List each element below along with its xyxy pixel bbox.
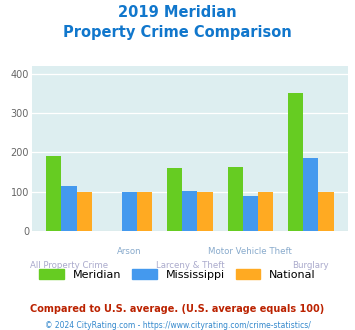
Bar	[197, 192, 213, 231]
Bar	[258, 192, 273, 231]
Text: Motor Vehicle Theft: Motor Vehicle Theft	[208, 248, 292, 256]
Bar	[318, 192, 334, 231]
Bar	[122, 192, 137, 231]
Bar	[137, 192, 152, 231]
Text: 2019 Meridian: 2019 Meridian	[118, 5, 237, 20]
Bar	[46, 156, 61, 231]
Text: Compared to U.S. average. (U.S. average equals 100): Compared to U.S. average. (U.S. average …	[31, 304, 324, 314]
Bar	[303, 158, 318, 231]
Bar	[182, 191, 197, 231]
Bar	[228, 167, 243, 231]
Text: Arson: Arson	[117, 248, 142, 256]
Legend: Meridian, Mississippi, National: Meridian, Mississippi, National	[39, 269, 316, 280]
Text: © 2024 CityRating.com - https://www.cityrating.com/crime-statistics/: © 2024 CityRating.com - https://www.city…	[45, 321, 310, 330]
Bar	[167, 168, 182, 231]
Bar	[77, 192, 92, 231]
Bar	[288, 93, 303, 231]
Text: All Property Crime: All Property Crime	[30, 261, 108, 270]
Bar	[243, 196, 258, 231]
Text: Burglary: Burglary	[293, 261, 329, 270]
Bar	[61, 186, 77, 231]
Text: Property Crime Comparison: Property Crime Comparison	[63, 25, 292, 40]
Text: Larceny & Theft: Larceny & Theft	[155, 261, 224, 270]
